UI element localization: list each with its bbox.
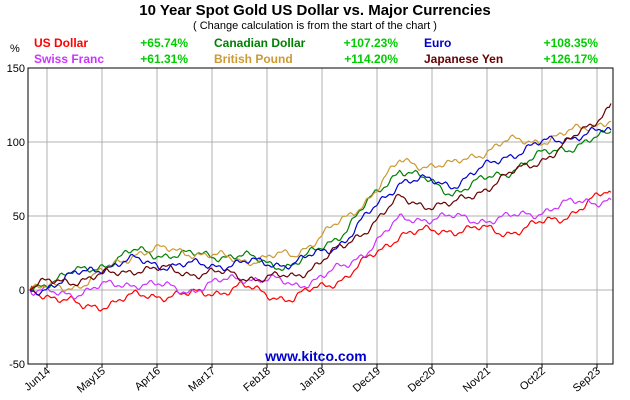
x-tick-label: Jan19 — [297, 365, 328, 393]
x-tick-label: Dec20 — [406, 365, 438, 395]
legend-change-value: +108.35% — [544, 36, 599, 50]
x-tick-label: Dec19 — [351, 365, 383, 395]
x-tick-label: May15 — [75, 365, 108, 395]
y-tick-label: 150 — [7, 63, 25, 75]
gridlines — [28, 67, 613, 365]
legend-change-value: +65.74% — [140, 36, 188, 50]
y-tick-label: 0 — [19, 285, 25, 297]
y-tick-label: -50 — [9, 359, 25, 371]
legend: US Dollar +65.74% Canadian Dollar +107.23% E… — [34, 36, 598, 66]
series-lines — [29, 103, 612, 312]
chart-title: 10 Year Spot Gold US Dollar vs. Major Cu… — [139, 2, 491, 19]
legend-label: Swiss Franc — [34, 52, 104, 66]
x-axis-ticks: Jun14 May15 Apr16 Mar17 Feb18 Jan19 Dec19 Dec20… — [22, 364, 603, 396]
x-tick-label: Jun14 — [22, 365, 53, 393]
plot-frame — [27, 67, 614, 365]
legend-label: British Pound — [214, 52, 293, 66]
x-tick-label: Sep23 — [571, 365, 603, 395]
x-tick-label: Apr16 — [133, 365, 163, 393]
legend-change-value: +126.17% — [544, 52, 599, 66]
legend-label: Euro — [424, 36, 451, 50]
x-tick-label: Oct22 — [518, 365, 548, 393]
series-line-us-dollar — [29, 190, 612, 312]
watermark-text: www.kitco.com — [264, 348, 366, 364]
series-line-euro — [29, 126, 612, 296]
x-tick-label: Feb18 — [241, 365, 273, 394]
series-line-japanese-yen — [29, 103, 612, 291]
y-axis-ticks: 150 100 50 0 -50 — [7, 63, 25, 371]
legend-label: Canadian Dollar — [214, 36, 306, 50]
y-tick-label: 100 — [7, 137, 25, 149]
series-line-british-pound — [29, 120, 612, 292]
legend-label: US Dollar — [34, 36, 88, 50]
legend-change-value: +107.23% — [344, 36, 399, 50]
x-tick-label: Mar17 — [186, 365, 218, 394]
series-line-canadian-dollar — [29, 129, 612, 292]
series-line-swiss-franc — [29, 197, 612, 300]
legend-change-value: +61.31% — [140, 52, 188, 66]
chart-subtitle: ( Change calculation is from the start o… — [193, 20, 437, 32]
y-tick-label: 50 — [13, 211, 25, 223]
y-axis-unit-label: % — [10, 43, 20, 55]
legend-label: Japanese Yen — [424, 52, 503, 66]
x-tick-label: Nov21 — [461, 365, 493, 395]
legend-change-value: +114.20% — [344, 52, 398, 66]
